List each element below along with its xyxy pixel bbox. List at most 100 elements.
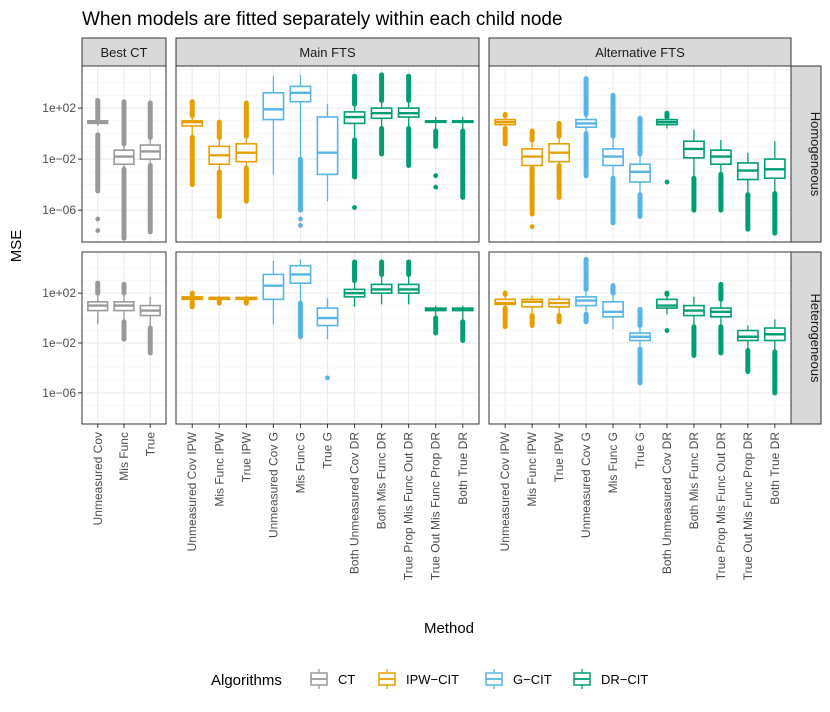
panel-1-0 — [175, 65, 480, 243]
box-true-ipw — [548, 295, 571, 325]
panel-1-1 — [175, 251, 480, 425]
x-tick-label: True — [143, 432, 157, 457]
box-unmeasured-cov — [87, 280, 109, 325]
x-tick-label: Unmeasured Cov — [91, 432, 105, 525]
box-mis-func-g — [602, 92, 624, 226]
legend-label: G−CIT — [513, 672, 552, 687]
outlier-point — [325, 375, 330, 381]
box-both-mis-func-dr — [370, 72, 393, 157]
panel-border — [488, 65, 792, 243]
x-tick-label: Mis Func G — [293, 432, 307, 493]
box-true-prop-mis-func-out-dr — [709, 281, 732, 356]
box-true-prop-mis-func-out-dr — [397, 259, 420, 305]
legend-title: Algorithms — [211, 672, 282, 689]
x-tick-label: Mis Func — [117, 432, 131, 481]
panel-border — [175, 65, 480, 243]
column-strip-label-2: Alternative FTS — [595, 45, 685, 60]
box-true-prop-mis-func-out-dr — [709, 139, 732, 213]
outlier-point — [433, 184, 439, 190]
box-true-g — [629, 306, 651, 386]
panel-2-1 — [488, 251, 792, 425]
box-unmeasured-cov-g — [575, 256, 597, 325]
y-tick-label: 1e−02 — [42, 336, 76, 350]
legend-item-dr: DR−CIT — [571, 668, 648, 690]
x-tick-label: Both True DR — [768, 432, 782, 505]
box-both-true-dr — [451, 305, 474, 343]
box-unmeasured-cov — [87, 97, 109, 233]
box-mis-func-g — [602, 283, 624, 330]
box-mis-func — [113, 99, 135, 241]
y-axis-title: MSE — [8, 230, 25, 263]
box-iqr — [736, 329, 759, 342]
box-true-out-mis-func-prop-dr — [736, 325, 759, 375]
y-tick-label: 1e−06 — [42, 203, 76, 217]
box-unmeasured-cov-g — [262, 76, 285, 175]
box-iqr — [262, 273, 285, 301]
box-both-mis-func-dr — [683, 129, 705, 213]
box-iqr — [262, 91, 285, 121]
x-tick-label: Mis Func IPW — [212, 431, 226, 506]
box-true-g — [316, 104, 339, 202]
x-axis-title: Method — [424, 620, 474, 637]
outlier-point — [352, 205, 357, 210]
x-tick-label: True Prop Mis Func Out DR — [714, 432, 728, 581]
legend-item-g: G−CIT — [483, 668, 552, 690]
box-true — [139, 100, 161, 235]
outlier-point — [664, 328, 670, 333]
outlier-point — [433, 173, 439, 179]
box-both-mis-func-dr — [370, 259, 393, 305]
box-both-true-dr — [763, 319, 786, 396]
box-mis-func-ipw — [208, 295, 231, 306]
row-strip-1 — [790, 251, 822, 425]
legend-item-ct: CT — [308, 668, 355, 690]
box-mis-func — [113, 281, 135, 342]
box-mis-func-g — [289, 259, 312, 340]
box-true-out-mis-func-prop-dr — [424, 305, 447, 336]
legend-label: CT — [338, 672, 355, 687]
box-iqr — [181, 120, 204, 127]
box-both-true-dr — [451, 117, 474, 200]
y-tick-label: 1e+02 — [42, 286, 76, 300]
box-mis-func-ipw — [521, 295, 544, 329]
box-true-ipw — [548, 120, 571, 200]
box-both-mis-func-dr — [683, 296, 705, 358]
box-true-out-mis-func-prop-dr — [736, 152, 759, 232]
x-tick-label: Both Mis Func DR — [687, 432, 701, 530]
box-true-ipw — [235, 100, 258, 204]
box-unmeasured-cov-ipw — [494, 290, 517, 330]
outlier-point — [95, 228, 101, 233]
x-tick-label: True Out Mis Func Prop DR — [741, 432, 755, 581]
box-true-g — [316, 298, 339, 381]
box-iqr — [521, 298, 544, 308]
x-tick-label: True G — [633, 432, 647, 469]
box-both-unmeasured-cov-dr — [343, 259, 366, 307]
column-strip-0 — [81, 37, 167, 67]
legend: Algorithms CT IPW−CIT G−CIT DR−CIT — [211, 668, 648, 690]
box-iqr — [494, 298, 517, 306]
box-unmeasured-cov-g — [262, 260, 285, 325]
x-tick-label: True Prop Mis Func Out DR — [402, 432, 416, 581]
x-tick-label: Unmeasured Cov IPW — [185, 431, 199, 551]
box-true-ipw — [235, 295, 258, 306]
column-strip-label-1: Main FTS — [299, 45, 356, 60]
box-mis-func-ipw — [521, 128, 544, 230]
box-both-unmeasured-cov-dr — [656, 290, 678, 333]
panels: Best CT Main FTS Alternative FTS Homogeneou… — [42, 37, 823, 581]
box-both-true-dr — [763, 141, 786, 236]
y-tick-label: 1e−02 — [42, 152, 76, 166]
x-tick-label: Unmeasured Cov G — [266, 432, 280, 538]
box-true — [139, 296, 161, 356]
row-strip-label-0: Homogeneous — [808, 112, 823, 197]
outlier-point — [298, 223, 303, 228]
outlier-point — [529, 224, 535, 230]
box-iqr — [629, 163, 651, 183]
panel-border — [81, 65, 167, 243]
row-strip-0 — [790, 65, 822, 243]
box-mis-func-g — [289, 74, 312, 228]
row-strip-label-1: Heterogeneous — [808, 294, 823, 383]
box-unmeasured-cov-ipw — [181, 290, 204, 310]
x-tick-label: Both Unmeasured Cov DR — [348, 432, 362, 574]
box-true-out-mis-func-prop-dr — [424, 117, 447, 190]
box-both-unmeasured-cov-dr — [343, 73, 366, 210]
panel-0-1 — [81, 251, 167, 425]
